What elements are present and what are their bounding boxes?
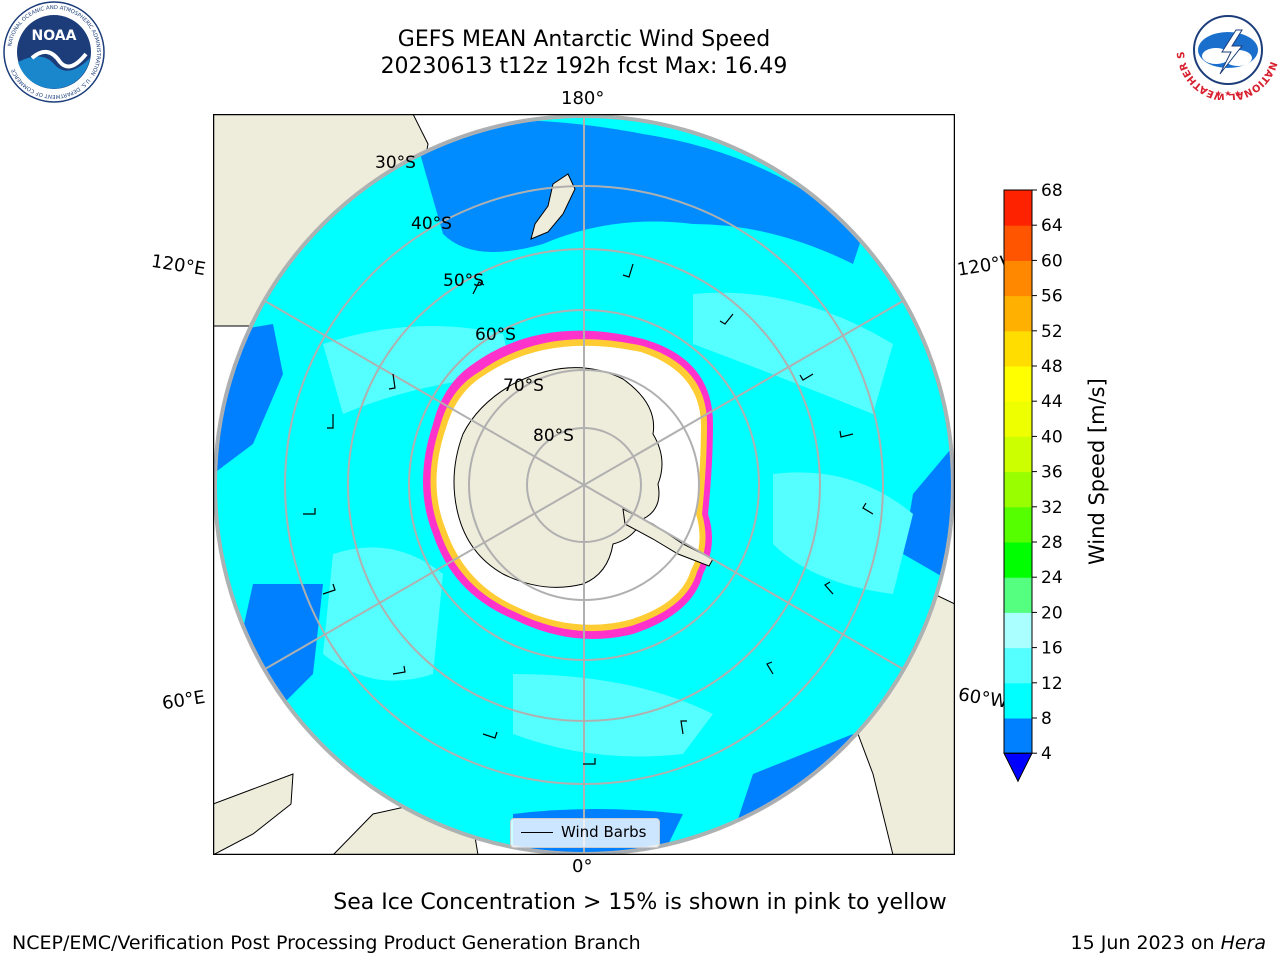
colorbar-tick-label: 40 — [1041, 427, 1063, 447]
meridian-label-60e: 60°E — [160, 686, 207, 715]
colorbar-tick-label: 64 — [1041, 216, 1063, 236]
colorbar-segment — [1004, 647, 1032, 684]
wind-barbs-legend: Wind Barbs — [510, 818, 660, 848]
antarctica-land — [453, 367, 663, 588]
colorbar-segment — [1004, 471, 1032, 508]
colorbar-tick-label: 68 — [1041, 181, 1063, 201]
colorbar-tick-label: 32 — [1041, 498, 1063, 518]
colorbar-segment — [1004, 542, 1032, 578]
polar-map: 30°S 40°S 50°S 60°S 70°S 80°S — [213, 114, 955, 855]
colorbar-segment — [1004, 718, 1032, 754]
footer-credit: NCEP/EMC/Verification Post Processing Pr… — [12, 932, 641, 954]
colorbar-tick-label: 28 — [1041, 533, 1063, 553]
colorbar-extension — [1003, 752, 1033, 783]
wind-speed-colorbar: 68 64 60 56 52 48 44 40 36 32 28 24 20 16 12 8 4 Wind Spe… — [1003, 181, 1109, 783]
colorbar-segment — [1004, 260, 1032, 297]
colorbar-tick-label: 12 — [1041, 674, 1063, 694]
parallel-label-60s: 60°S — [475, 325, 516, 345]
svg-text:NOAA: NOAA — [32, 28, 77, 44]
new-zealand-land — [530, 173, 576, 240]
africa-land — [213, 773, 294, 855]
colorbar-tick-label: 44 — [1041, 392, 1063, 412]
colorbar-tick-label: 16 — [1041, 639, 1063, 659]
colorbar-tick-label: 20 — [1041, 603, 1063, 623]
footer-date: 15 Jun 2023 on Hera — [1071, 932, 1266, 954]
sea-ice-caption: Sea Ice Concentration > 15% is shown in … — [333, 890, 947, 915]
map-title: GEFS MEAN Antarctic Wind Speed — [397, 27, 771, 52]
parallel-label-30s: 30°S — [375, 153, 416, 173]
meridian-label-120e: 120°E — [149, 250, 208, 281]
parallel-label-70s: 70°S — [503, 376, 544, 396]
parallel-label-50s: 50°S — [443, 271, 484, 291]
meridian-label-0: 0° — [572, 856, 593, 877]
colorbar-tick-label: 48 — [1041, 357, 1063, 377]
legend-label: Wind Barbs — [561, 823, 647, 841]
colorbar-tick-label: 4 — [1041, 744, 1052, 764]
colorbar-tick-label: 56 — [1041, 287, 1063, 307]
colorbar-segment — [1004, 436, 1032, 473]
footer-host: Hera — [1220, 932, 1266, 954]
colorbar-tick-label: 52 — [1041, 322, 1063, 342]
colorbar-segment — [1004, 577, 1032, 613]
parallel-label-40s: 40°S — [411, 214, 452, 234]
colorbar-tick-label: 24 — [1041, 568, 1063, 588]
footer-date-text: 15 Jun 2023 on — [1070, 932, 1221, 954]
colorbar-segment — [1004, 225, 1032, 261]
legend-line-swatch — [521, 832, 553, 833]
colorbar-tick-label: 8 — [1041, 709, 1052, 729]
nws-logo: NATIONAL WEATHER SERVICE ★ ★ ★ — [1176, 0, 1278, 100]
colorbar-segment — [1004, 506, 1032, 543]
map-subtitle: 20230613 t12z 192h fcst Max: 16.49 — [380, 54, 788, 79]
colorbar-segment — [1004, 295, 1032, 332]
colorbar-tick-label: 36 — [1041, 463, 1063, 483]
noaa-logo: NOAA NATIONAL OCEANIC AND ATMOSPHERIC AD… — [3, 1, 105, 103]
colorbar-segment — [1004, 330, 1032, 367]
colorbar-segment — [1004, 612, 1032, 649]
colorbar-segment — [1004, 366, 1032, 402]
svg-text:★ ★ ★: ★ ★ ★ — [1215, 89, 1242, 98]
colorbar-segment — [1004, 190, 1032, 226]
colorbar-tick-label: 60 — [1041, 251, 1063, 271]
parallel-label-80s: 80°S — [533, 426, 574, 446]
meridian-label-180: 180° — [561, 88, 605, 109]
colorbar-segment — [1004, 682, 1032, 719]
colorbar-label: Wind Speed [m/s] — [1085, 378, 1109, 565]
colorbar-segment — [1004, 401, 1032, 437]
